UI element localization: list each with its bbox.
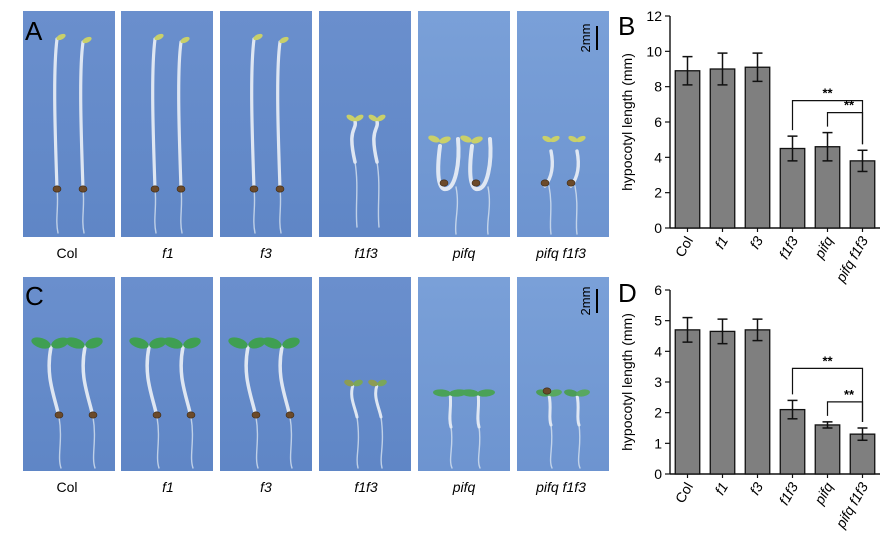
y-tick-label: 2: [654, 405, 662, 421]
panel-c-label: C: [25, 281, 44, 311]
x-tick-label: f1: [711, 234, 731, 252]
y-axis-label: hypocotyl length (mm): [619, 53, 635, 191]
x-tick-label: f3: [746, 479, 766, 497]
significance-label: **: [844, 98, 855, 113]
captions-a: Col f1 f3 f1f3 pifq pifq f1f3: [56, 245, 586, 261]
y-tick-label: 4: [654, 343, 662, 359]
bar-Col: [674, 70, 701, 229]
photo-panel-a-3: [220, 11, 312, 237]
caption-c-pifq-f1f3: pifq f1f3: [535, 479, 586, 495]
significance-label: **: [844, 387, 855, 402]
captions-c: Col f1 f3 f1f3 pifq pifq f1f3: [56, 479, 586, 495]
photo-panel-c-4: [319, 277, 411, 471]
x-tick-label: pifq f1f3: [832, 479, 871, 531]
photo-panel-a-2: [121, 11, 213, 237]
scale-bar-c-label: 2mm: [578, 287, 593, 316]
x-tick-label: f1f3: [776, 233, 802, 261]
significance-bracket: [791, 367, 864, 422]
caption-a-f1: f1: [162, 245, 174, 261]
caption-a-f3: f3: [260, 245, 272, 261]
y-tick-label: 6: [654, 114, 662, 130]
photo-panel-a-4: [319, 11, 411, 237]
caption-c-pifq: pifq: [452, 479, 476, 495]
photo-panel-c-2: [121, 277, 213, 471]
bar-Col: [674, 329, 701, 475]
bar-f3: [744, 329, 771, 475]
y-tick-label: 10: [646, 43, 662, 59]
x-tick-label: f1: [711, 480, 731, 498]
panel-c-photos: [23, 277, 609, 471]
significance-bracket: [826, 401, 864, 422]
caption-a-pifq: pifq: [452, 245, 476, 261]
photo-panel-a-5: [418, 11, 510, 237]
x-tick-label: pifq: [810, 233, 836, 262]
y-axis-label: hypocotyl length (mm): [619, 313, 635, 451]
x-tick-label: pifq f1f3: [832, 233, 871, 285]
photo-panel-c-6: [517, 277, 609, 471]
bar-f1: [709, 68, 736, 229]
x-tick-label: Col: [672, 234, 696, 260]
watermark: 知乎 @小小果亮: [680, 506, 812, 527]
photo-panel-a-1: [23, 11, 115, 237]
x-tick-label: f1f3: [776, 479, 802, 507]
significance-label: **: [822, 353, 833, 368]
y-tick-label: 0: [654, 220, 662, 236]
caption-c-col: Col: [56, 479, 77, 495]
panel-a-photos: [23, 11, 609, 237]
panel-d-label: D: [618, 278, 637, 308]
x-tick-label: pifq: [810, 479, 836, 508]
panel-a-label: A: [25, 16, 43, 46]
y-tick-label: 8: [654, 79, 662, 95]
significance-label: **: [822, 86, 833, 101]
scale-bar-a: 2mm: [578, 24, 598, 53]
y-tick-label: 4: [654, 149, 662, 165]
y-tick-label: 1: [654, 435, 662, 451]
y-tick-label: 12: [646, 8, 662, 24]
significance-bracket: [826, 112, 864, 145]
y-tick-label: 6: [654, 282, 662, 298]
x-tick-label: f3: [746, 233, 766, 251]
caption-a-col: Col: [56, 245, 77, 261]
photo-panel-a-6: [517, 11, 609, 237]
caption-c-f1: f1: [162, 479, 174, 495]
bar-f1: [709, 330, 736, 475]
y-tick-label: 2: [654, 185, 662, 201]
caption-c-f1f3: f1f3: [354, 479, 378, 495]
scale-bar-a-label: 2mm: [578, 24, 593, 53]
y-tick-label: 0: [654, 466, 662, 482]
caption-a-pifq-f1f3: pifq f1f3: [535, 245, 586, 261]
panel-b-label: B: [618, 11, 635, 41]
y-tick-label: 5: [654, 313, 662, 329]
bar-pifq: [814, 424, 841, 475]
photo-panel-c-5: [418, 277, 510, 471]
bar-f3: [744, 66, 771, 229]
caption-a-f1f3: f1f3: [354, 245, 378, 261]
photo-panel-c-1: [23, 277, 115, 471]
caption-c-f3: f3: [260, 479, 272, 495]
x-tick-label: Col: [672, 480, 696, 506]
y-tick-label: 3: [654, 374, 662, 390]
photo-panel-c-3: [220, 277, 312, 471]
scale-bar-c: 2mm: [578, 287, 598, 316]
